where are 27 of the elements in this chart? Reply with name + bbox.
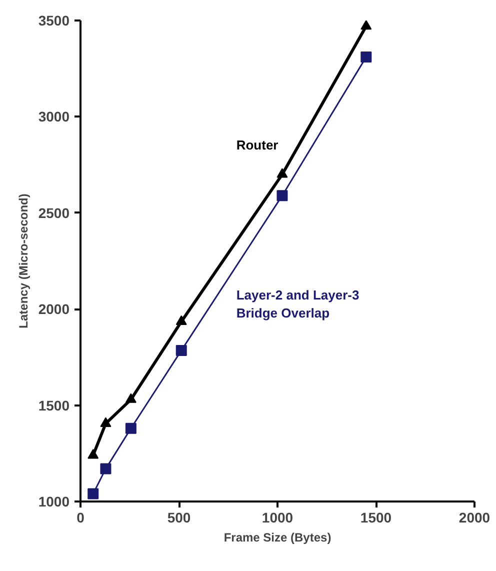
x-tick-label: 1000 <box>262 510 294 526</box>
point <box>88 488 99 500</box>
point <box>125 393 136 403</box>
y-tick-label: 2000 <box>38 301 70 318</box>
y-tick-label: 1000 <box>38 494 70 510</box>
x-tick-label: 500 <box>167 510 191 526</box>
x-tick-label: 1500 <box>360 510 392 526</box>
point <box>176 344 187 356</box>
y-tick-label: 3500 <box>38 12 70 28</box>
y-tick-label: 3000 <box>38 108 70 125</box>
point <box>360 20 372 30</box>
point <box>88 449 99 459</box>
series-label: Layer-2 and Layer-3 Bridge Overlap <box>236 287 360 320</box>
x-tick-label: 0 <box>76 510 85 526</box>
x-tick-label: 2000 <box>458 510 490 526</box>
point <box>276 190 288 202</box>
point <box>100 463 112 474</box>
y-axis-title: Latency (Micro-second) <box>16 194 30 328</box>
point <box>360 52 372 63</box>
y-tick-label: 2500 <box>38 204 70 221</box>
point <box>176 315 187 325</box>
x-axis-title: Frame Size (Bytes) <box>224 530 332 544</box>
y-tick-label: 1500 <box>38 397 70 414</box>
point <box>276 168 288 178</box>
series-label: Router <box>236 137 278 152</box>
point <box>100 417 112 427</box>
point <box>125 422 136 434</box>
